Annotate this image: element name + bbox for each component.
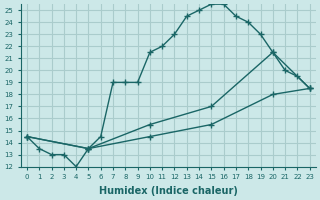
X-axis label: Humidex (Indice chaleur): Humidex (Indice chaleur) — [99, 186, 238, 196]
